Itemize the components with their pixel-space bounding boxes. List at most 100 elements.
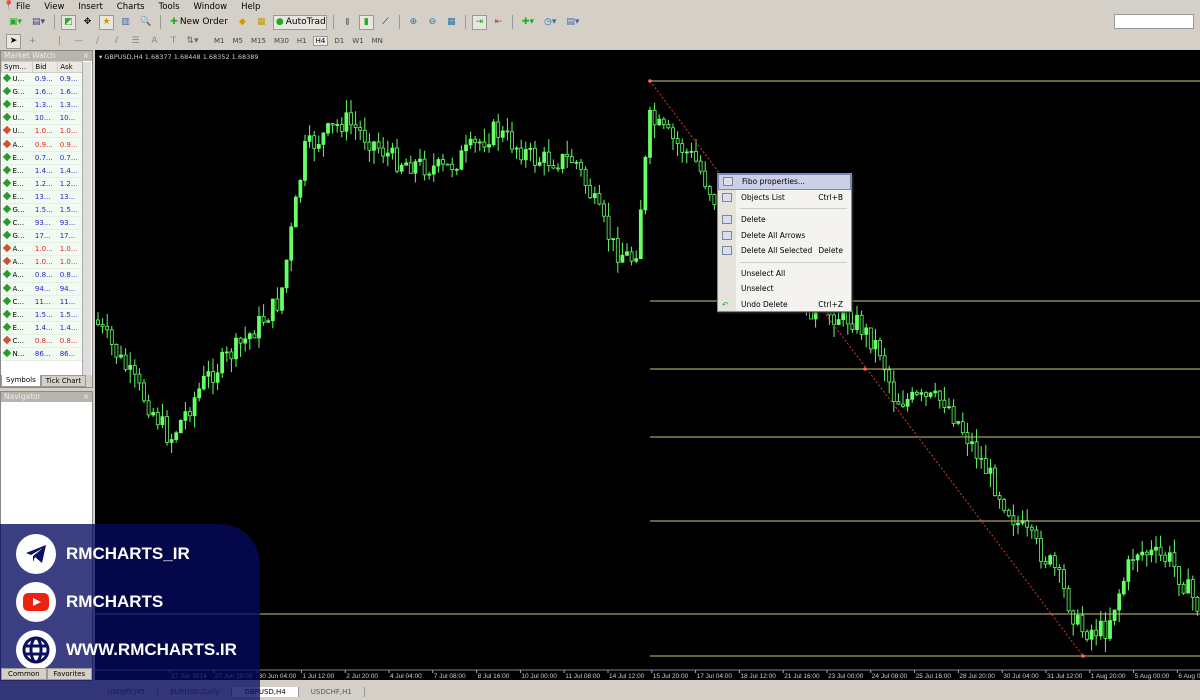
zoom-out-icon[interactable]: ⊖: [428, 17, 437, 27]
market-watch-row[interactable]: C... 11... 11...: [1, 295, 83, 309]
market-watch-button[interactable]: ◩: [61, 14, 77, 30]
tile-windows-icon[interactable]: ▦: [447, 17, 456, 27]
text-icon[interactable]: A: [151, 36, 158, 46]
market-watch-row[interactable]: U... 1.0... 1.0...: [1, 124, 83, 139]
menu-item-unselect-all[interactable]: Unselect All: [741, 268, 786, 278]
menu-item-undo-delete[interactable]: ↶ Undo Delete Ctrl+Z: [722, 299, 843, 309]
menu-view[interactable]: View: [44, 1, 65, 12]
market-watch-row[interactable]: G... 17... 17...: [1, 229, 83, 244]
chart-menu-icon[interactable]: ▾: [99, 53, 105, 61]
templates-icon[interactable]: ▤▾: [566, 17, 580, 27]
menu-item-objects-list[interactable]: Objects List Ctrl+B: [718, 190, 851, 206]
navigator-button[interactable]: ★: [99, 14, 115, 30]
market-watch-row[interactable]: A... 0.8... 0.8...: [1, 268, 83, 283]
menu-charts[interactable]: Charts: [116, 1, 145, 12]
column-symbol[interactable]: Sym...: [0, 61, 34, 73]
crosshair-icon[interactable]: +: [28, 36, 37, 46]
market-watch-row[interactable]: E... 1.4... 1.4...: [1, 164, 83, 178]
metaeditor-button[interactable]: ◆: [238, 17, 246, 27]
fibo-anchor-point[interactable]: [863, 367, 867, 371]
market-watch-row[interactable]: N... 86... 86...: [1, 347, 83, 362]
horizontal-line-icon[interactable]: —: [74, 36, 83, 46]
market-watch-row[interactable]: G... 1.5... 1.5...: [1, 203, 83, 218]
tab-common[interactable]: Common: [1, 668, 47, 680]
market-watch-row[interactable]: A... 0.9... 0.9...: [1, 137, 83, 152]
new-chart-button[interactable]: ▣▾: [9, 17, 23, 27]
vertical-line-icon[interactable]: |: [57, 36, 62, 46]
candle-body: [951, 406, 956, 424]
timeframe-h1[interactable]: H1: [296, 37, 307, 45]
market-watch-row[interactable]: G... 1.6... 1.6...: [1, 85, 83, 100]
market-watch-row[interactable]: A... 1.0... 1.0...: [1, 255, 83, 270]
market-watch-row[interactable]: A... 94... 94...: [1, 282, 83, 296]
cursor-icon[interactable]: ➤: [6, 33, 21, 49]
candle-body: [574, 161, 579, 164]
timeframe-d1[interactable]: D1: [334, 37, 345, 45]
menu-help[interactable]: Help: [241, 1, 261, 12]
channel-icon[interactable]: ⫽: [114, 36, 119, 46]
market-watch-row[interactable]: C... 93... 93...: [1, 216, 83, 231]
chart-shift-icon[interactable]: ⇤: [494, 17, 503, 27]
auto-scroll-icon[interactable]: ⇥: [471, 14, 487, 30]
timeframe-w1[interactable]: W1: [352, 37, 364, 45]
new-order-button[interactable]: ✚ New Order: [170, 17, 228, 27]
market-watch-row[interactable]: E... 1.4... 1.4...: [1, 321, 83, 335]
tab-symbols[interactable]: Symbols: [1, 375, 41, 387]
chart-tab[interactable]: GBPUSD,H4: [232, 686, 299, 697]
zoom-in-icon[interactable]: ⊕: [409, 17, 418, 27]
menu-tools[interactable]: Tools: [158, 1, 180, 12]
menu-item-delete-all-arrows[interactable]: Delete All Arrows: [718, 228, 851, 244]
chart-tab[interactable]: USDCHF,H1: [299, 686, 365, 697]
market-watch-row[interactable]: E... 1.2... 1.2...: [1, 177, 83, 191]
indicators-icon[interactable]: ✚▾: [521, 17, 534, 27]
market-watch-row[interactable]: E... 13... 13...: [1, 190, 83, 204]
trendline-icon[interactable]: /: [95, 36, 100, 46]
arrows-icon[interactable]: ⇅▾: [186, 36, 199, 46]
menu-insert[interactable]: Insert: [78, 1, 103, 12]
line-chart-button[interactable]: ⟋: [382, 17, 389, 27]
timeframe-m1[interactable]: M1: [214, 37, 225, 45]
tab-tick-chart[interactable]: Tick Chart: [40, 375, 87, 387]
column-ask[interactable]: Ask: [57, 61, 83, 73]
bar-chart-button[interactable]: ⫾: [345, 17, 349, 27]
crosshair-nav-button[interactable]: ✥: [83, 17, 92, 27]
menu-window[interactable]: Window: [193, 1, 228, 12]
timeframe-m15[interactable]: M15: [251, 37, 266, 45]
experts-button[interactable]: ▦: [257, 17, 266, 27]
close-icon[interactable]: ×: [82, 51, 89, 60]
menu-item-unselect[interactable]: Unselect: [741, 284, 774, 294]
timeframe-m30[interactable]: M30: [273, 37, 289, 45]
market-watch-row[interactable]: C... 0.8... 0.8...: [1, 334, 83, 348]
text-label-icon[interactable]: T: [170, 36, 177, 46]
market-watch-row[interactable]: A... 1.0... 1.0...: [1, 242, 83, 257]
tab-favorites[interactable]: Favorites: [46, 668, 93, 680]
search-input[interactable]: [1114, 14, 1194, 29]
menu-file[interactable]: File: [16, 1, 31, 12]
menu-item-delete-all-selected[interactable]: Delete All Selected Delete: [718, 243, 851, 259]
timeframe-mn[interactable]: MN: [371, 37, 383, 45]
candle-body: [542, 151, 547, 163]
timeframe-m5[interactable]: M5: [232, 37, 244, 45]
fibo-anchor-point[interactable]: [648, 79, 652, 83]
fibo-anchor-point[interactable]: [1081, 654, 1085, 658]
menu-item-delete[interactable]: Delete: [718, 212, 851, 228]
strategy-tester-button[interactable]: 🔍: [140, 17, 152, 27]
market-watch-row[interactable]: U... 0.9... 0.9...: [1, 72, 83, 87]
periods-icon[interactable]: ◷▾: [543, 17, 557, 27]
profiles-button[interactable]: ▤▾: [32, 17, 46, 27]
market-watch-row[interactable]: E... 0.7... 0.7...: [1, 151, 83, 165]
menu-item-fibo-properties[interactable]: Fibo properties...: [718, 174, 851, 190]
autotrading-button[interactable]: ●AutoTrading: [272, 14, 327, 30]
close-icon[interactable]: ×: [82, 392, 89, 401]
timeframe-h4[interactable]: H4: [312, 36, 329, 46]
column-bid[interactable]: Bid: [32, 61, 59, 73]
candlestick-button[interactable]: ▮: [358, 14, 374, 30]
scrollbar[interactable]: [82, 62, 91, 375]
market-watch-row[interactable]: E... 1.5... 1.5...: [1, 308, 83, 322]
market-watch-row[interactable]: U... 10... 10...: [1, 111, 83, 126]
fibonacci-icon[interactable]: ☰: [131, 36, 140, 46]
market-watch-row[interactable]: E... 1.3... 1.3...: [1, 98, 83, 113]
terminal-button[interactable]: ▥: [121, 17, 130, 27]
